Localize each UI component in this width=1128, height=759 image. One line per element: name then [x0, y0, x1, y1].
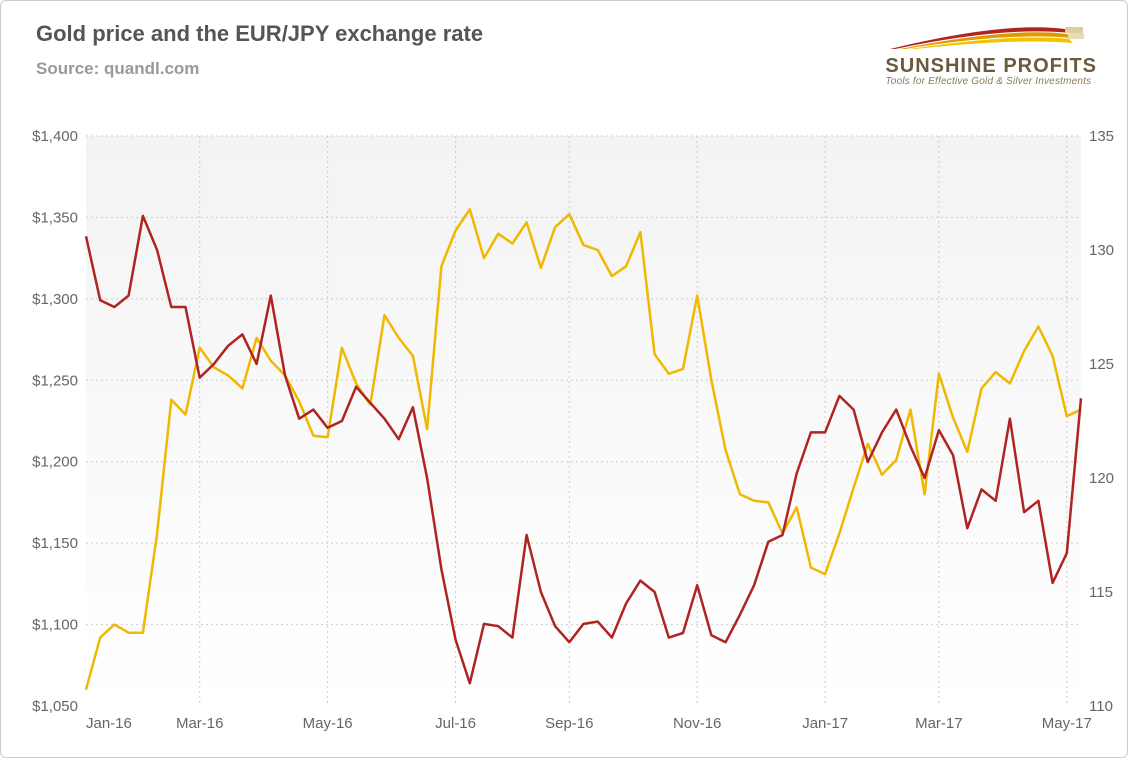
svg-text:120: 120	[1089, 470, 1114, 487]
svg-text:$1,150: $1,150	[32, 535, 78, 552]
svg-text:130: 130	[1089, 242, 1114, 259]
svg-text:Nov-16: Nov-16	[673, 715, 721, 732]
chart-container: Gold price and the EUR/JPY exchange rate…	[0, 0, 1128, 758]
y-axis-right-labels: 110 115 120 125 130 135	[1089, 128, 1114, 715]
svg-text:Mar-16: Mar-16	[176, 715, 224, 732]
svg-text:Jul-16: Jul-16	[435, 715, 476, 732]
plot-background	[86, 136, 1081, 706]
svg-text:125: 125	[1089, 356, 1114, 373]
svg-text:$1,050: $1,050	[32, 698, 78, 715]
svg-text:$1,100: $1,100	[32, 617, 78, 634]
svg-text:May-17: May-17	[1042, 715, 1092, 732]
svg-text:$1,400: $1,400	[32, 128, 78, 145]
svg-text:$1,200: $1,200	[32, 454, 78, 471]
svg-text:Jan-17: Jan-17	[802, 715, 848, 732]
x-axis-labels: Jan-16 Mar-16 May-16 Jul-16 Sep-16 Nov-16 Jan-…	[86, 715, 1092, 732]
svg-text:135: 135	[1089, 128, 1114, 145]
svg-text:$1,350: $1,350	[32, 209, 78, 226]
y-axis-left-labels: $1,050 $1,100 $1,150 $1,200 $1,250 $1,300 $1,3…	[32, 128, 78, 715]
svg-text:Jan-16: Jan-16	[86, 715, 132, 732]
svg-text:Mar-17: Mar-17	[915, 715, 963, 732]
svg-text:115: 115	[1089, 584, 1113, 601]
chart-svg: $1,050 $1,100 $1,150 $1,200 $1,250 $1,300 $1,3…	[1, 1, 1128, 759]
svg-text:Sep-16: Sep-16	[545, 715, 593, 732]
svg-text:$1,250: $1,250	[32, 372, 78, 389]
svg-text:110: 110	[1089, 698, 1113, 715]
svg-text:$1,300: $1,300	[32, 291, 78, 308]
svg-text:May-16: May-16	[303, 715, 353, 732]
